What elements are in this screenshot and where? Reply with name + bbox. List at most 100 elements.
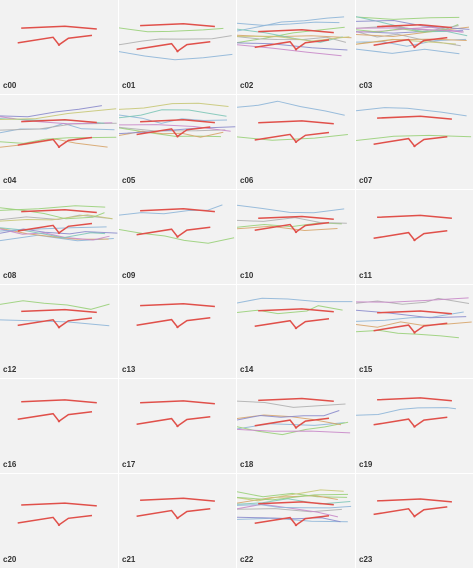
panel-label: c07 xyxy=(359,176,373,185)
line-plot xyxy=(119,204,235,244)
series-line xyxy=(237,225,338,232)
marker-dot xyxy=(294,140,298,144)
series-line xyxy=(119,229,235,244)
series-line xyxy=(0,122,115,134)
primary-line-lower xyxy=(373,506,448,518)
thumbnail-panel-c10: c10 xyxy=(237,190,355,284)
series-line xyxy=(356,31,461,47)
thumbnail-panel-c03: c03 xyxy=(356,0,473,94)
line-plot xyxy=(136,400,215,428)
series-line xyxy=(0,108,117,120)
panel-label: c14 xyxy=(240,365,254,374)
primary-line-lower xyxy=(136,41,211,53)
line-plot xyxy=(373,498,452,518)
series-line xyxy=(0,136,117,144)
line-plot xyxy=(356,297,472,339)
primary-line-upper xyxy=(21,118,97,124)
primary-line-upper xyxy=(377,397,452,402)
panel-label: c09 xyxy=(122,271,136,280)
panel-label: c17 xyxy=(122,460,136,469)
thumbnail-panel-c04: c04 xyxy=(0,95,118,189)
primary-line-upper xyxy=(377,310,452,315)
thumbnail-panel-c02: c02 xyxy=(237,0,355,94)
primary-line-lower xyxy=(254,417,330,429)
series-line xyxy=(237,21,340,26)
line-plot xyxy=(356,397,456,428)
panel-label: c22 xyxy=(240,555,254,564)
marker-dot xyxy=(57,231,61,235)
line-plot xyxy=(237,489,352,527)
series-line xyxy=(356,321,472,328)
panel-label: c03 xyxy=(359,81,373,90)
thumbnail-panel-c12: c12 xyxy=(0,285,118,378)
series-line xyxy=(119,204,223,216)
thumbnail-panel-c05: c05 xyxy=(119,95,236,189)
marker-dot xyxy=(176,50,179,53)
primary-line-upper xyxy=(140,400,215,405)
line-plot xyxy=(237,100,348,144)
primary-line-upper xyxy=(258,308,334,313)
thumbnail-panel-c16: c16 xyxy=(0,379,118,473)
primary-line-upper xyxy=(258,28,334,34)
series-line xyxy=(0,226,107,232)
primary-line-upper xyxy=(377,214,452,219)
panel-label: c19 xyxy=(359,460,373,469)
marker-dot xyxy=(294,326,298,330)
series-line xyxy=(237,305,343,315)
series-line xyxy=(356,407,456,416)
marker-dot xyxy=(294,523,298,527)
line-plot xyxy=(17,399,97,423)
marker-dot xyxy=(294,48,298,51)
series-line xyxy=(237,400,346,408)
series-line xyxy=(356,329,459,339)
series-line xyxy=(356,16,460,20)
series-line xyxy=(0,105,102,118)
line-plot xyxy=(237,204,347,234)
panel-label: c10 xyxy=(240,271,254,280)
thumbnail-panel-c11: c11 xyxy=(356,190,473,284)
thumbnail-panel-c08: c08 xyxy=(0,190,118,284)
series-line xyxy=(119,126,226,132)
primary-line-upper xyxy=(21,399,97,404)
series-line xyxy=(356,48,460,55)
panel-label: c11 xyxy=(359,271,372,280)
series-line xyxy=(237,504,352,509)
panel-label: c13 xyxy=(122,365,136,374)
primary-line-lower xyxy=(373,416,448,428)
marker-dot xyxy=(413,515,416,518)
series-line xyxy=(356,311,464,322)
series-line xyxy=(356,309,467,319)
primary-line-upper xyxy=(21,208,97,214)
line-plot xyxy=(356,107,472,148)
marker-dot xyxy=(176,325,179,329)
marker-dot xyxy=(176,424,179,428)
primary-line-upper xyxy=(140,497,215,502)
line-plot xyxy=(17,25,97,46)
series-line xyxy=(0,227,106,239)
series-line xyxy=(237,516,341,523)
panel-label: c02 xyxy=(240,81,254,90)
series-line xyxy=(237,491,348,498)
series-line xyxy=(119,126,236,135)
series-line xyxy=(0,207,105,220)
primary-line-upper xyxy=(258,215,334,221)
marker-dot xyxy=(413,331,416,334)
marker-dot xyxy=(413,45,416,49)
primary-line-lower xyxy=(136,317,211,329)
panel-label: c01 xyxy=(122,81,136,90)
line-plot xyxy=(119,22,233,61)
thumbnail-panel-c15: c15 xyxy=(356,285,473,378)
primary-line-lower xyxy=(254,514,330,527)
marker-dot xyxy=(413,238,416,242)
panel-label: c12 xyxy=(3,365,17,374)
panel-label: c20 xyxy=(3,555,17,564)
panel-label: c06 xyxy=(240,176,254,185)
primary-line-lower xyxy=(254,318,330,330)
primary-line-lower xyxy=(373,229,448,242)
line-plot xyxy=(136,303,215,329)
thumbnail-panel-c20: c20 xyxy=(0,474,118,568)
line-plot xyxy=(356,16,470,55)
series-line xyxy=(356,38,467,45)
marker-dot xyxy=(294,426,298,429)
line-plot xyxy=(237,16,352,57)
